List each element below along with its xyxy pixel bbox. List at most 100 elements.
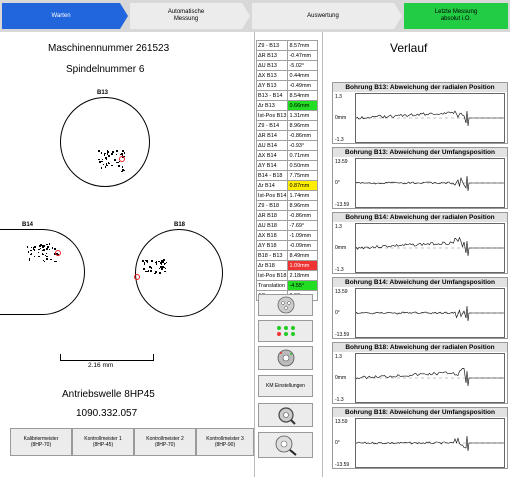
scatter-point [121, 152, 123, 155]
side-button-5[interactable] [258, 403, 313, 427]
history-chart: Bohrung B13: Abweichung der Umfangsposit… [332, 147, 508, 209]
scatter-point [39, 245, 41, 248]
table-row: ΔY B13 -0.49mm [255, 80, 318, 91]
scatter-point [151, 260, 154, 262]
step-arrow [120, 3, 128, 29]
table-key: ΔY B18 [255, 240, 289, 251]
chart-trace [355, 93, 505, 143]
table-row: Z9 - B18 8.96mm [255, 200, 318, 211]
scatter-point [161, 267, 163, 269]
table-value: 8.57mm [287, 40, 318, 51]
step-last-measurement: Letzte Messung absolut i.O. [404, 3, 508, 29]
scatter-point [155, 271, 157, 273]
history-chart: Bohrung B14: Abweichung der Umfangsposit… [332, 277, 508, 339]
scatter-point [32, 246, 35, 249]
scatter-point [98, 158, 100, 161]
target-marker [119, 156, 125, 162]
axis-top-label: 13.59 [335, 289, 348, 295]
calibration-master-button[interactable]: Kalibriermeister (8HP-70) [10, 428, 72, 456]
scatter-point [38, 245, 41, 247]
table-row: ΔR B13 -0.47mm [255, 50, 318, 61]
circle-holes-icon [277, 296, 294, 314]
axis-bottom-label: -13.59 [335, 462, 350, 468]
chart-trace [355, 288, 505, 338]
scatter-point [43, 249, 45, 251]
control-master-1-button[interactable]: Kontrollmeister 1 (8HP-45) [72, 428, 134, 456]
side-button-3[interactable] [258, 346, 313, 370]
scatter-point [104, 166, 107, 168]
scatter-point [147, 270, 150, 272]
table-value: -7.69° [287, 220, 318, 231]
table-value: -0.09mm [287, 240, 318, 251]
chart-title: Bohrung B13: Abweichung der radialen Pos… [333, 83, 507, 92]
scatter-point [101, 158, 104, 161]
scatter-point [117, 161, 120, 164]
table-key: ΔX B18 [255, 230, 289, 241]
scale-bar [60, 354, 154, 361]
scatter-point [28, 258, 31, 260]
scatter-point [158, 267, 161, 269]
scatter-point [148, 266, 151, 269]
table-row: ΔR B18 -0.86mm [255, 210, 318, 221]
scatter-point [150, 260, 153, 262]
side-button-6[interactable] [258, 432, 313, 458]
table-key: ΔU B18 [255, 220, 289, 231]
km-settings-button[interactable]: KM Einstellungen [258, 375, 313, 397]
side-button-1[interactable] [258, 294, 313, 316]
scatter-point [46, 243, 48, 246]
history-chart: Bohrung B18: Abweichung der radialen Pos… [332, 342, 508, 404]
axis-bottom-label: -1.3 [335, 137, 344, 143]
table-row: ΔU B13 -5.02° [255, 60, 318, 71]
chart-title: Bohrung B18: Abweichung der Umfangsposit… [333, 408, 507, 417]
axis-top-label: 1.3 [335, 224, 342, 230]
divider [254, 32, 255, 477]
scatter-point [150, 270, 152, 272]
target-marker [134, 274, 140, 280]
chart-title: Bohrung B13: Abweichung der Umfangsposit… [333, 148, 507, 157]
scatter-point [164, 267, 167, 270]
hole-plot-b18 [134, 229, 223, 317]
table-row: B18 - B13 8.49mm [255, 250, 318, 261]
scatter-point [54, 253, 56, 255]
table-value: 0.87mm [287, 180, 318, 191]
axis-top-label: 13.59 [335, 419, 348, 425]
scatter-point [154, 272, 156, 275]
scatter-point [163, 259, 165, 261]
scatter-point [42, 249, 44, 252]
scatter-point [162, 265, 164, 268]
table-value: -0.49mm [287, 80, 318, 91]
scatter-point [123, 152, 126, 154]
scatter-point [112, 150, 115, 153]
axis-mid-label: 0mm [335, 115, 347, 121]
table-value: -0.47mm [287, 50, 318, 61]
hole-plot-b13 [60, 97, 150, 187]
control-master-3-button[interactable]: Kontrollmeister 3 (8HP-90) [196, 428, 254, 456]
table-value: 0.66mm [287, 100, 318, 111]
control-master-2-button[interactable]: Kontrollmeister 2 (8HP-70) [134, 428, 196, 456]
table-key: ΔR B13 [255, 50, 289, 61]
scatter-point [113, 159, 116, 162]
side-button-2[interactable] [258, 320, 313, 342]
table-value: 1.31mm [287, 110, 318, 121]
scatter-point [121, 154, 124, 156]
table-row: Δr B14 0.87mm [255, 180, 318, 191]
measurement-table: Z9 - B13 8.57mm ΔR B13 -0.47mm ΔU B13 -5.02° Δ… [255, 40, 318, 301]
divider [322, 32, 323, 477]
circle-label-b13: B13 [97, 90, 109, 96]
table-value: 8.96mm [287, 120, 318, 131]
table-key: Z9 - B13 [255, 40, 289, 51]
axis-mid-label: 0° [335, 440, 340, 446]
scatter-point [100, 152, 103, 154]
table-key: B18 - B13 [255, 250, 289, 261]
wheel-points-icon [277, 349, 294, 367]
machine-number: Maschinennummer 261523 [48, 43, 170, 54]
table-key: Translation [255, 280, 289, 291]
scatter-point [122, 168, 124, 171]
chart-title: Bohrung B14: Abweichung der Umfangsposit… [333, 278, 507, 287]
scatter-point [161, 260, 163, 262]
scatter-point [32, 248, 35, 250]
scatter-point [30, 246, 33, 249]
scatter-point [33, 249, 36, 251]
magnifier-icon [275, 435, 297, 456]
scatter-point [104, 152, 106, 155]
